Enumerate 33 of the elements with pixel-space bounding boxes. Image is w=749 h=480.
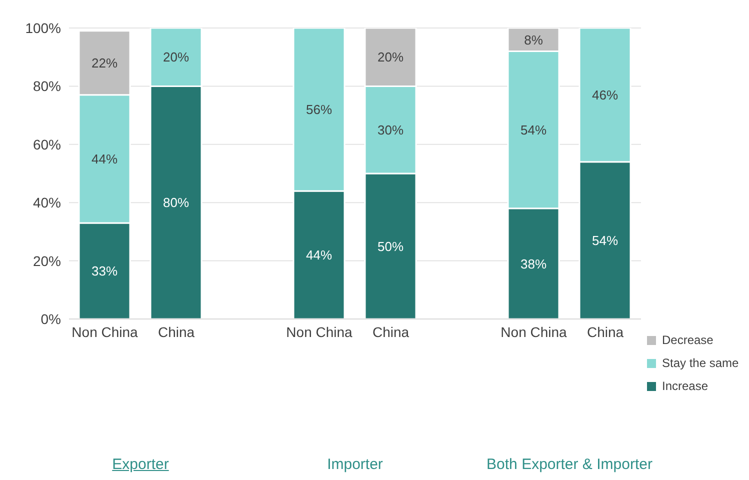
data-label: 54% <box>520 122 547 138</box>
x-tick-label: China <box>158 324 195 340</box>
x-tick-label: Non China <box>500 324 568 340</box>
x-tick-label: China <box>372 324 410 340</box>
data-label: 46% <box>592 88 618 103</box>
text: Both Exporter & Importer <box>486 456 654 473</box>
y-tick-label: 40% <box>32 194 61 211</box>
data-label: 38% <box>520 256 547 272</box>
y-tick-label: 60% <box>32 136 61 152</box>
data-label: 50% <box>377 238 404 254</box>
text: Importer <box>326 456 384 473</box>
data-label: 30% <box>377 122 404 138</box>
data-label: 80% <box>162 195 190 210</box>
data-label: 20% <box>377 50 404 65</box>
data-label: 33% <box>91 264 118 279</box>
data-label: 22% <box>91 56 118 71</box>
data-label: 8% <box>524 32 544 48</box>
y-tick-label: 100% <box>25 20 61 36</box>
x-tick-label: Non China <box>286 324 353 340</box>
legend-label: Increase <box>661 379 710 393</box>
text: Exporter <box>111 456 170 473</box>
legend-label: Stay the same <box>661 356 740 370</box>
legend-label: Decrease <box>661 333 714 347</box>
y-tick-label: 20% <box>32 252 61 269</box>
y-tick-label: 0% <box>40 310 61 327</box>
data-label: 20% <box>162 50 190 65</box>
y-tick-label: 80% <box>32 78 61 94</box>
data-label: 44% <box>306 248 332 263</box>
x-tick-label: China <box>586 324 624 340</box>
data-label: 54% <box>592 233 618 248</box>
data-label: 56% <box>306 102 332 118</box>
data-label: 44% <box>91 152 118 167</box>
x-tick-label: Non China <box>72 324 138 340</box>
